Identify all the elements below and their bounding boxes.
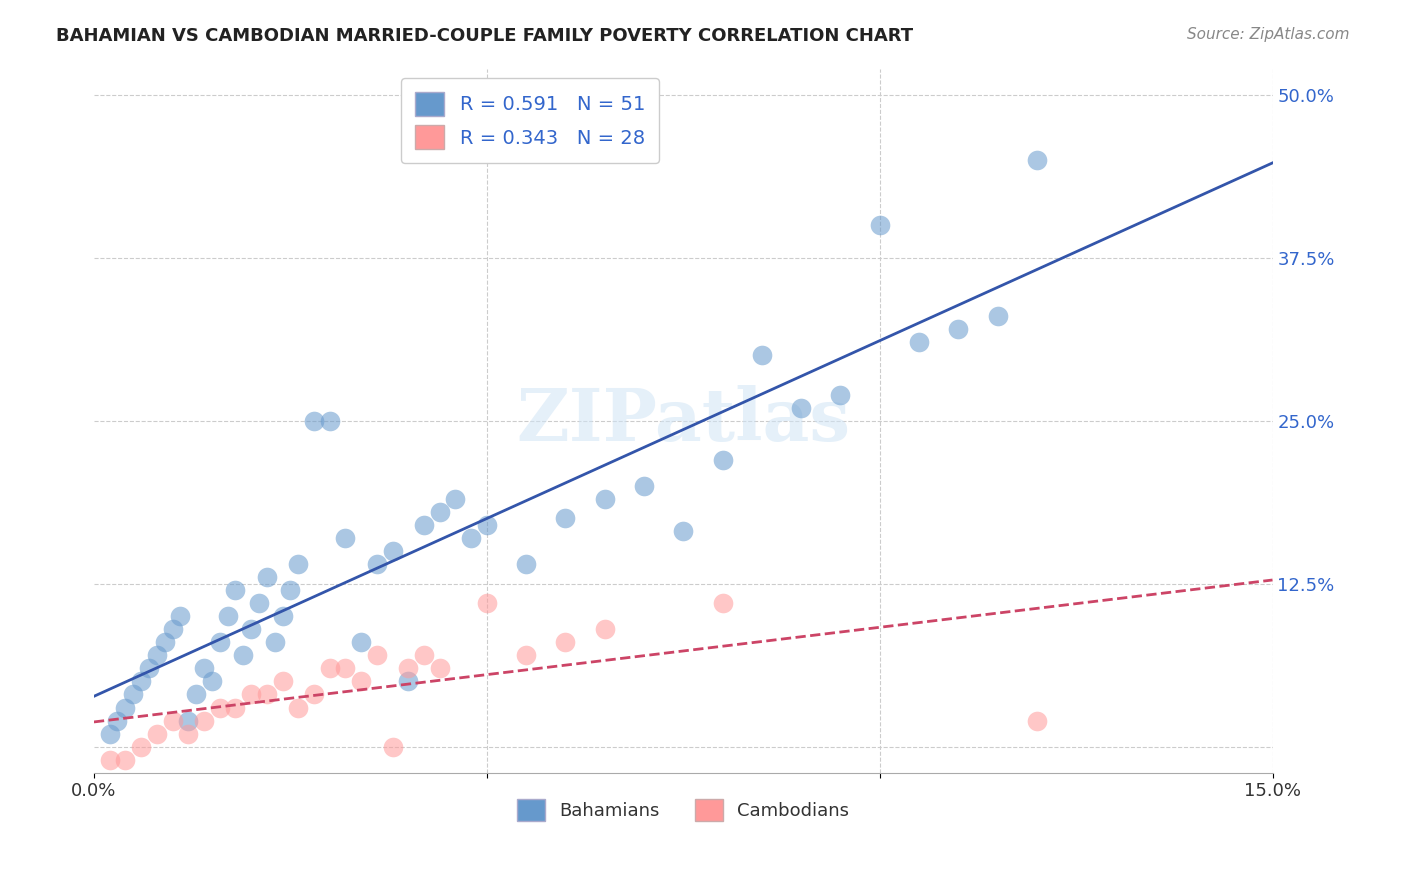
Point — [350, 674, 373, 689]
Point — [948, 322, 970, 336]
Point — [217, 609, 239, 624]
Point — [232, 648, 254, 663]
Point — [263, 635, 285, 649]
Point — [429, 661, 451, 675]
Point — [413, 518, 436, 533]
Legend: Bahamians, Cambodians: Bahamians, Cambodians — [505, 787, 862, 834]
Text: BAHAMIAN VS CAMBODIAN MARRIED-COUPLE FAMILY POVERTY CORRELATION CHART: BAHAMIAN VS CAMBODIAN MARRIED-COUPLE FAM… — [56, 27, 914, 45]
Point — [751, 348, 773, 362]
Point — [986, 310, 1008, 324]
Point — [177, 714, 200, 728]
Point — [318, 414, 340, 428]
Point — [633, 479, 655, 493]
Point — [177, 726, 200, 740]
Point — [184, 688, 207, 702]
Point — [711, 452, 734, 467]
Point — [271, 609, 294, 624]
Point — [107, 714, 129, 728]
Text: Source: ZipAtlas.com: Source: ZipAtlas.com — [1187, 27, 1350, 42]
Point — [460, 531, 482, 545]
Point — [146, 648, 169, 663]
Point — [271, 674, 294, 689]
Point — [396, 661, 419, 675]
Point — [672, 524, 695, 539]
Point — [193, 714, 215, 728]
Point — [869, 218, 891, 232]
Point — [98, 726, 121, 740]
Point — [554, 635, 576, 649]
Point — [146, 726, 169, 740]
Point — [515, 648, 537, 663]
Point — [280, 583, 302, 598]
Point — [335, 661, 357, 675]
Point — [830, 387, 852, 401]
Point — [98, 753, 121, 767]
Point — [162, 714, 184, 728]
Point — [169, 609, 191, 624]
Point — [366, 648, 388, 663]
Point — [381, 739, 404, 754]
Point — [256, 688, 278, 702]
Point — [593, 491, 616, 506]
Point — [318, 661, 340, 675]
Point — [302, 414, 325, 428]
Point — [287, 700, 309, 714]
Point — [475, 518, 498, 533]
Point — [366, 557, 388, 571]
Point — [790, 401, 813, 415]
Point — [162, 622, 184, 636]
Point — [153, 635, 176, 649]
Point — [1025, 714, 1047, 728]
Point — [711, 596, 734, 610]
Point — [256, 570, 278, 584]
Point — [554, 511, 576, 525]
Point — [208, 635, 231, 649]
Point — [114, 753, 136, 767]
Point — [1025, 153, 1047, 167]
Point — [122, 688, 145, 702]
Point — [593, 622, 616, 636]
Point — [247, 596, 270, 610]
Point — [444, 491, 467, 506]
Point — [908, 335, 931, 350]
Point — [475, 596, 498, 610]
Point — [240, 688, 263, 702]
Point — [224, 583, 246, 598]
Point — [129, 674, 152, 689]
Point — [302, 688, 325, 702]
Point — [287, 557, 309, 571]
Point — [208, 700, 231, 714]
Point — [335, 531, 357, 545]
Point — [350, 635, 373, 649]
Point — [429, 505, 451, 519]
Point — [224, 700, 246, 714]
Point — [515, 557, 537, 571]
Point — [396, 674, 419, 689]
Point — [381, 544, 404, 558]
Text: ZIPatlas: ZIPatlas — [516, 385, 851, 456]
Point — [413, 648, 436, 663]
Point — [240, 622, 263, 636]
Point — [114, 700, 136, 714]
Point — [138, 661, 160, 675]
Point — [193, 661, 215, 675]
Point — [129, 739, 152, 754]
Point — [201, 674, 224, 689]
